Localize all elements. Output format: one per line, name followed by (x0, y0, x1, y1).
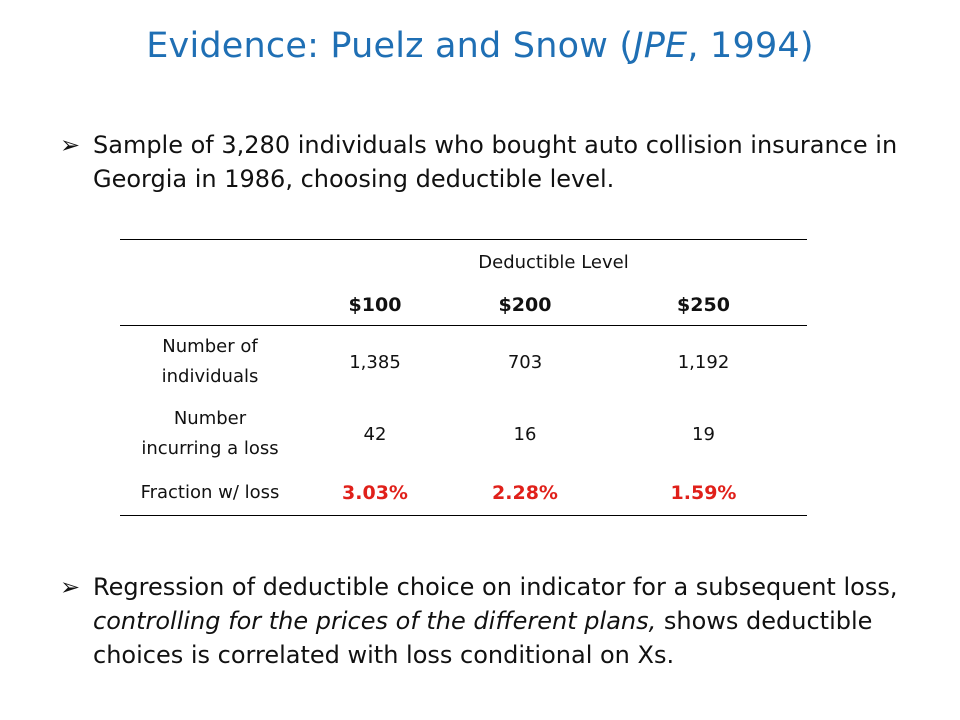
table-cell: 42 (363, 423, 387, 445)
column-header: $100 (300, 284, 450, 326)
bullet-regression-part2: shows deductible choices is correlated w… (93, 607, 873, 669)
arrow-bullet-icon: ➢ (60, 573, 81, 601)
column-header: $200 (450, 284, 600, 326)
table-row: Number incurring a loss 42 16 19 (120, 398, 807, 470)
column-header: $250 (600, 284, 807, 326)
row-label: Number of individuals (161, 336, 259, 387)
table-cell: 16 (513, 423, 537, 445)
title-journal: JPE (633, 26, 688, 66)
row-label: Fraction w/ loss (120, 470, 300, 516)
table-row: Number of individuals 1,385 703 1,192 (120, 326, 807, 399)
table-cell-highlight: 1.59% (600, 470, 807, 516)
bullet-regression-part1: Regression of deductible choice on indic… (93, 573, 898, 601)
bullet-regression-italic: controlling for the prices of the differ… (93, 607, 657, 635)
table-column-header-row: $100 $200 $250 (120, 284, 807, 326)
table-cell-highlight: 3.03% (300, 470, 450, 516)
table-cell: 1,192 (677, 351, 730, 373)
bullet-sample-text: Sample of 3,280 individuals who bought a… (93, 131, 898, 193)
title-suffix: , 1994) (687, 26, 814, 66)
bullet-regression: ➢ Regression of deductible choice on ind… (60, 570, 920, 672)
row-label: Number incurring a loss (141, 408, 279, 459)
title-prefix: Evidence: Puelz and Snow ( (146, 26, 634, 66)
bullet-regression-text: Regression of deductible choice on indic… (93, 570, 920, 672)
deductible-table: Deductible Level $100 $200 $250 Number o… (120, 239, 807, 516)
bullet-sample: ➢ Sample of 3,280 individuals who bought… (60, 128, 920, 196)
slide-title: Evidence: Puelz and Snow (JPE, 1994) (0, 26, 960, 66)
table-cell: 1,385 (349, 351, 401, 373)
table-row: Fraction w/ loss 3.03% 2.28% 1.59% (120, 470, 807, 516)
table-group-header-row: Deductible Level (120, 239, 807, 284)
deductible-level-header: Deductible Level (300, 239, 807, 284)
table-cell-highlight: 2.28% (450, 470, 600, 516)
arrow-bullet-icon: ➢ (60, 131, 81, 159)
table-cell: 703 (507, 351, 543, 373)
table-cell: 19 (692, 423, 715, 445)
